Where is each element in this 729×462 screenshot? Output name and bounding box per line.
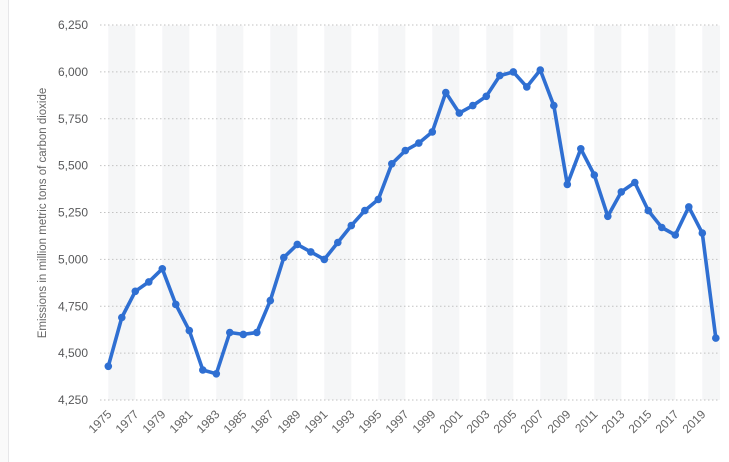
data-point[interactable] <box>671 231 680 239</box>
y-tick-label: 4,750 <box>58 299 88 313</box>
data-point[interactable] <box>185 326 194 335</box>
emissions-line <box>106 68 718 376</box>
data-point[interactable] <box>280 253 288 262</box>
x-tick-label: 1999 <box>410 407 439 436</box>
data-point[interactable] <box>388 160 396 168</box>
data-point[interactable] <box>252 328 261 337</box>
y-tick-label: 5,750 <box>58 112 88 126</box>
x-tick-label: 2015 <box>626 407 655 436</box>
y-tick-label: 5,250 <box>58 206 88 220</box>
data-point[interactable] <box>509 68 518 76</box>
data-point[interactable] <box>685 203 693 211</box>
x-tick-label: 2019 <box>680 407 709 436</box>
data-point[interactable] <box>118 313 126 322</box>
data-point[interactable] <box>496 71 504 80</box>
x-tick-label: 2013 <box>599 407 628 436</box>
data-point[interactable] <box>172 300 180 309</box>
y-tick-label: 4,250 <box>58 393 88 407</box>
data-point[interactable] <box>361 206 369 215</box>
data-point[interactable] <box>307 248 315 256</box>
x-tick-label: 1981 <box>167 407 196 436</box>
data-point[interactable] <box>226 328 234 337</box>
data-point[interactable] <box>550 101 558 110</box>
data-point[interactable] <box>401 146 410 155</box>
x-tick-label: 1979 <box>140 407 169 436</box>
data-point[interactable] <box>563 180 572 189</box>
data-point[interactable] <box>455 109 464 117</box>
y-tick-label: 5,500 <box>58 159 88 173</box>
x-tick-label: 2001 <box>437 407 466 436</box>
y-axis-tick-labels: 4,250 4,500 4,750 5,000 5,250 5,500 5,750 6,000… <box>58 18 88 407</box>
data-point[interactable] <box>293 240 302 249</box>
background-stripe <box>702 25 720 400</box>
x-axis-tick-labels: 1975197719791981198319851987198919911993… <box>86 407 709 436</box>
data-point[interactable] <box>428 128 437 136</box>
x-tick-label: 1997 <box>383 407 412 436</box>
x-tick-label: 1987 <box>248 407 277 436</box>
data-point[interactable] <box>536 66 545 74</box>
x-tick-label: 1985 <box>221 407 250 436</box>
data-point[interactable] <box>347 221 356 230</box>
data-point[interactable] <box>374 195 383 204</box>
x-tick-label: 1975 <box>86 407 115 436</box>
x-tick-label: 2007 <box>518 407 547 436</box>
x-tick-label: 1977 <box>113 407 142 436</box>
data-point[interactable] <box>145 278 153 286</box>
x-tick-label: 2003 <box>464 407 493 436</box>
data-point[interactable] <box>604 212 612 221</box>
data-point[interactable] <box>712 334 720 342</box>
x-tick-label: 2009 <box>545 407 574 436</box>
data-point[interactable] <box>239 330 248 339</box>
data-point[interactable] <box>482 92 491 101</box>
data-point[interactable] <box>577 145 585 153</box>
data-point[interactable] <box>131 287 140 296</box>
data-points <box>104 66 720 378</box>
y-axis-title: Emissions in million metric tons of carb… <box>37 88 49 339</box>
data-point[interactable] <box>320 255 329 264</box>
data-point[interactable] <box>266 296 275 305</box>
data-point[interactable] <box>644 206 653 215</box>
data-point[interactable] <box>590 171 599 179</box>
data-point[interactable] <box>104 362 113 371</box>
data-point[interactable] <box>523 83 531 91</box>
data-point[interactable] <box>158 265 167 273</box>
page-left-border <box>0 0 9 462</box>
x-tick-label: 1983 <box>194 407 223 436</box>
data-point[interactable] <box>617 188 626 196</box>
data-point[interactable] <box>469 101 477 110</box>
x-tick-label: 1991 <box>302 407 331 436</box>
data-point[interactable] <box>631 178 639 187</box>
y-tick-label: 6,000 <box>58 65 88 79</box>
y-tick-label: 5,000 <box>58 252 88 266</box>
x-tick-label: 1989 <box>275 407 304 436</box>
x-tick-label: 2017 <box>653 407 682 436</box>
x-tick-label: 1993 <box>329 407 358 436</box>
data-point[interactable] <box>698 229 707 237</box>
data-point[interactable] <box>415 139 423 147</box>
data-point[interactable] <box>199 366 207 374</box>
data-point[interactable] <box>442 88 450 97</box>
data-point[interactable] <box>334 238 342 247</box>
x-tick-label: 2005 <box>491 407 520 436</box>
x-tick-label: 1995 <box>356 407 385 436</box>
y-tick-label: 6,250 <box>58 18 88 32</box>
x-tick-label: 2011 <box>572 407 600 435</box>
y-tick-label: 4,500 <box>58 346 88 360</box>
data-point[interactable] <box>658 223 666 232</box>
emissions-line-series <box>106 68 718 376</box>
data-point[interactable] <box>212 370 221 378</box>
gridlines <box>100 24 720 401</box>
